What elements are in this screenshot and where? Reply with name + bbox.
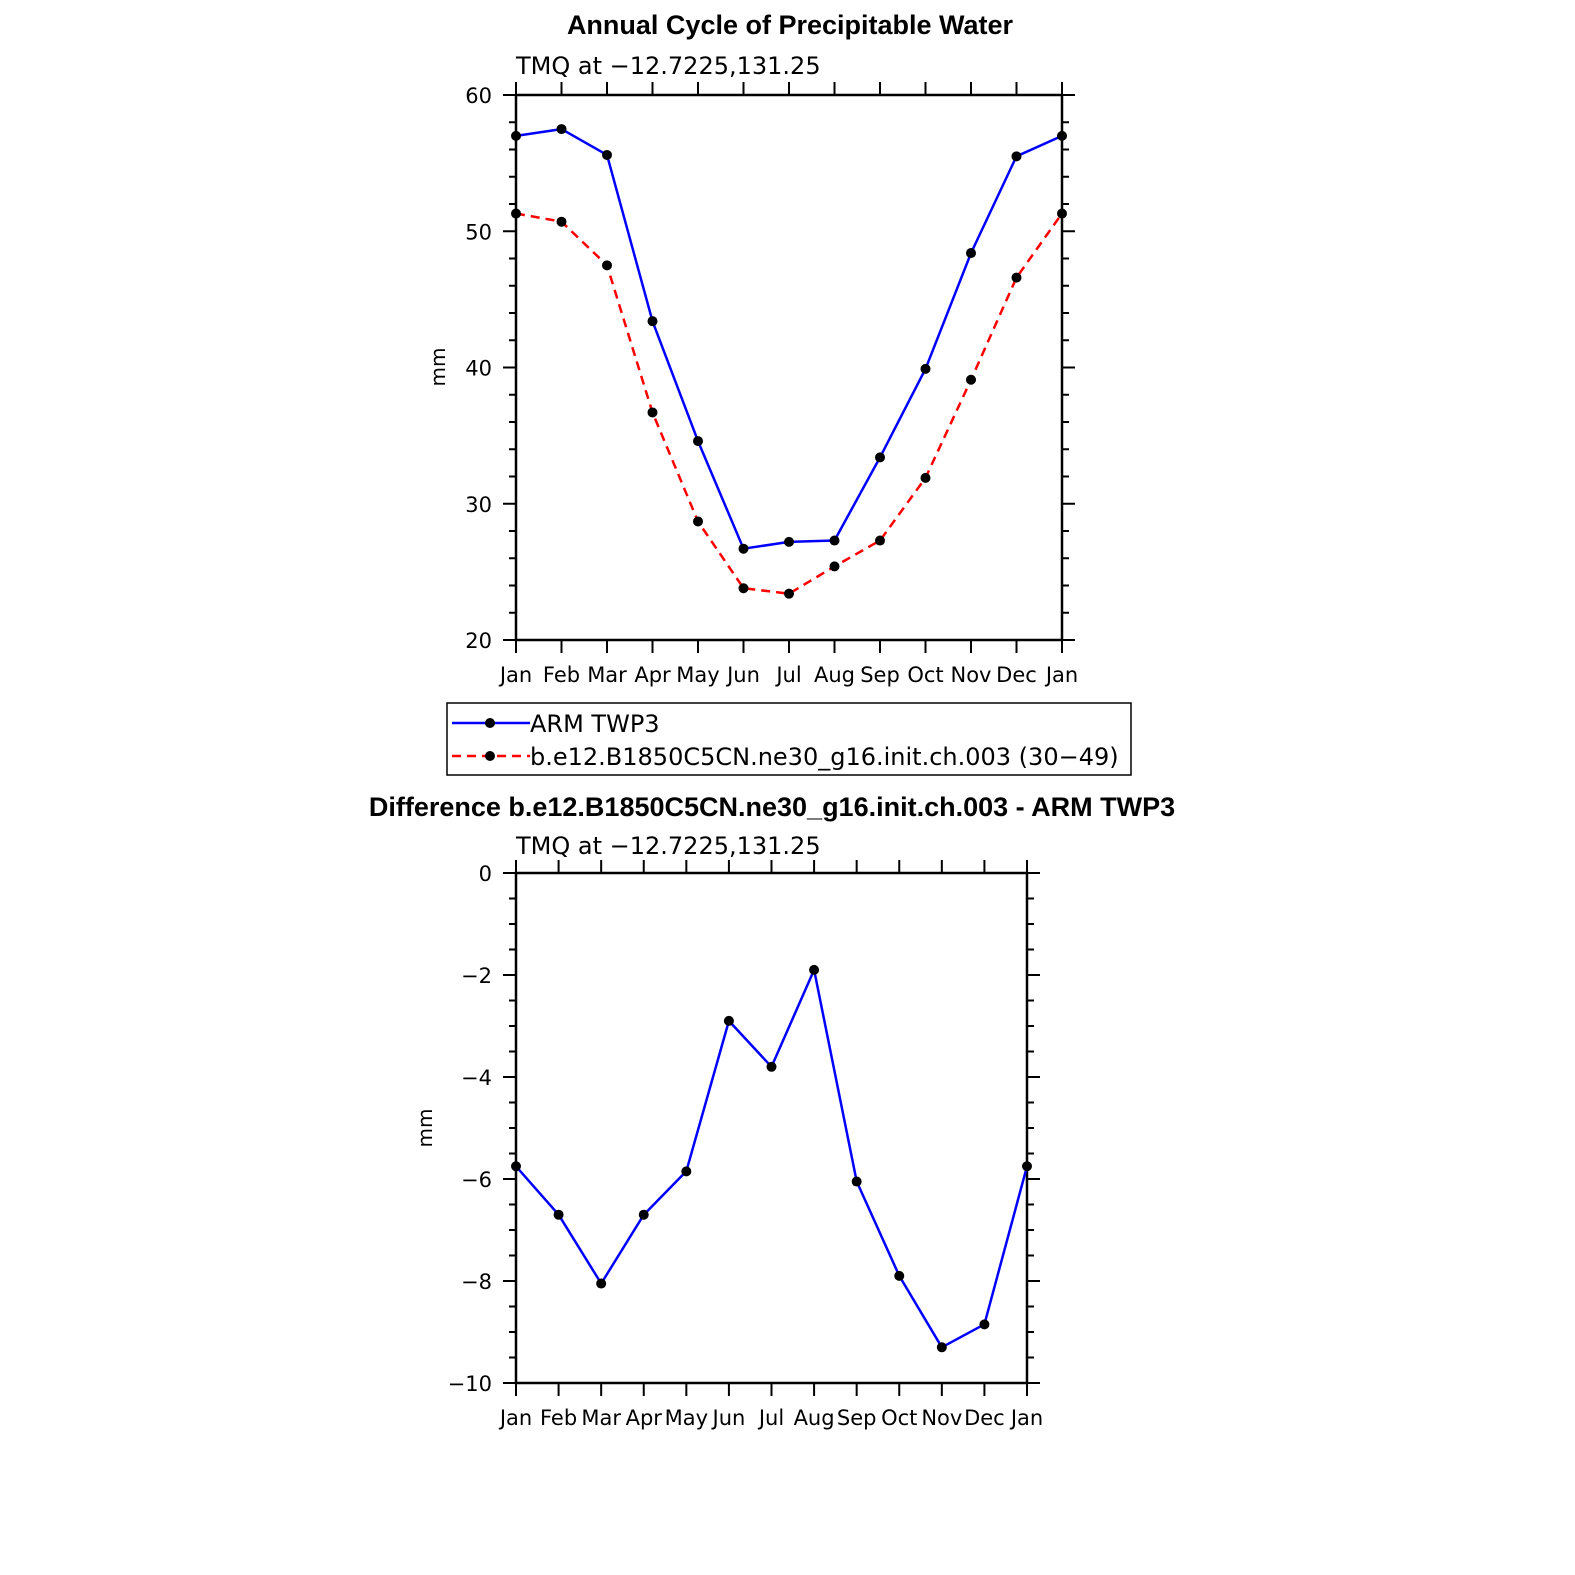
chart1-series-1-point bbox=[920, 363, 931, 374]
chart2-series-1-point bbox=[851, 1176, 862, 1187]
chart1-ytick-label: 60 bbox=[465, 84, 492, 108]
chart2-series-1-point bbox=[936, 1342, 947, 1353]
chart1-xtick-label: Jun bbox=[725, 663, 760, 687]
chart2-series-1-point bbox=[638, 1209, 649, 1220]
chart1-ytick-label: 20 bbox=[465, 629, 492, 653]
chart2-xtick-label: Nov bbox=[921, 1406, 962, 1430]
chart1-series-1-line bbox=[515, 127, 1063, 550]
chart1-xtick-label: Jan bbox=[498, 663, 532, 687]
legend-marker-series-2 bbox=[485, 751, 495, 761]
legend-box bbox=[446, 702, 1132, 776]
chart2-series-1-point bbox=[596, 1278, 607, 1289]
chart1-series-2-point bbox=[647, 407, 658, 418]
chart2-xtick-label: Jul bbox=[757, 1406, 784, 1430]
chart1-series-2-point bbox=[738, 583, 749, 594]
chart2-series-1-point bbox=[894, 1270, 905, 1281]
chart2-xtick-label: Aug bbox=[794, 1406, 835, 1430]
chart2-xtick-label: Jan bbox=[498, 1406, 532, 1430]
chart2-series-1-point bbox=[809, 964, 820, 975]
chart1-ytick-label: 40 bbox=[465, 357, 492, 381]
chart1-series-1-point bbox=[875, 452, 885, 463]
chart2-ylabel: mm bbox=[413, 1109, 437, 1148]
chart2-series-1-point bbox=[553, 1209, 564, 1220]
chart1-series-2-point bbox=[1011, 272, 1022, 283]
chart1-xtick-label: Feb bbox=[543, 663, 580, 687]
chart1-xtick-label: Dec bbox=[996, 663, 1037, 687]
chart1-xtick-label: Jul bbox=[774, 663, 801, 687]
chart1-series-2-point bbox=[920, 472, 931, 483]
chart2-series-1-point bbox=[766, 1061, 777, 1072]
chart2-frame bbox=[514, 871, 1029, 1385]
chart2-ytick-label: 0 bbox=[479, 862, 492, 886]
chart1-xtick-label: Sep bbox=[860, 663, 900, 687]
chart1-series-1-point bbox=[966, 248, 976, 259]
chart1-series-1-point bbox=[738, 543, 749, 554]
chart2-plot-area: −10 −8 −6 −4 −2 0 Jan Feb Mar Apr May Jun Jul Aug Sep O… bbox=[448, 860, 1043, 1430]
chart1-series-2-point bbox=[966, 374, 976, 385]
chart1-xtick-label: Mar bbox=[587, 663, 627, 687]
chart1-series-1-point bbox=[556, 124, 567, 135]
chart1-xtick-label: Apr bbox=[634, 663, 671, 687]
chart2-xtick-label: Apr bbox=[626, 1406, 663, 1430]
chart2-xtick-label: Oct bbox=[881, 1406, 917, 1430]
chart2-ytick-label: −8 bbox=[461, 1270, 492, 1294]
chart1-series-2-point bbox=[602, 260, 612, 271]
chart1-xtick-label: Oct bbox=[907, 663, 943, 687]
chart2-ytick-label: −10 bbox=[448, 1372, 492, 1396]
chart2-ytick-label: −6 bbox=[461, 1168, 492, 1192]
chart2-title: Difference b.e12.B1850C5CN.ne30_g16.init… bbox=[369, 792, 1175, 822]
chart2-series-1-point bbox=[723, 1015, 734, 1026]
chart1-series-2-point bbox=[1057, 208, 1067, 219]
chart2-ytick-label: −2 bbox=[461, 964, 492, 988]
chart2-xtick-label: Feb bbox=[540, 1406, 577, 1430]
chart1-ytick-label: 30 bbox=[465, 493, 492, 517]
chart1-series-1-point bbox=[647, 316, 658, 327]
chart1-series-1-point bbox=[693, 436, 703, 447]
chart1-ylabel: mm bbox=[426, 348, 450, 387]
chart1-series-1-point bbox=[784, 536, 794, 547]
chart2-subtitle: TMQ at −12.7225,131.25 bbox=[515, 832, 821, 860]
chart1-series-2-line bbox=[515, 212, 1064, 595]
legend-label-series-1: ARM TWP3 bbox=[530, 710, 660, 738]
chart2-xtick-label: Mar bbox=[581, 1406, 621, 1430]
chart2-xtick-label: Jan bbox=[1009, 1406, 1043, 1430]
chart1-series-1-point bbox=[1057, 130, 1067, 141]
chart2-series-1-point bbox=[511, 1161, 521, 1172]
chart2-xtick-label: Dec bbox=[964, 1406, 1005, 1430]
chart1-series-1-point bbox=[511, 130, 521, 141]
chart1-series-1-point bbox=[829, 535, 840, 546]
chart1-subtitle: TMQ at −12.7225,131.25 bbox=[515, 52, 821, 80]
chart1-plot-area: 20 30 40 50 60 Jan Feb Mar Apr May Jun Jul Aug Sep Oct… bbox=[465, 82, 1078, 687]
chart1-xtick-label: Nov bbox=[951, 663, 992, 687]
chart1-series-2-point bbox=[875, 535, 885, 546]
chart2-series-1-point bbox=[1022, 1161, 1032, 1172]
chart1-series-2-point bbox=[511, 208, 521, 219]
chart1-series-2-point bbox=[693, 516, 703, 527]
chart2-ytick-label: −4 bbox=[461, 1066, 492, 1090]
chart2-series-1-point bbox=[979, 1319, 990, 1330]
chart1-series-2-point bbox=[556, 216, 567, 227]
legend-marker-series-1 bbox=[485, 718, 495, 728]
chart1-xtick-label: May bbox=[676, 663, 719, 687]
chart1-series-2-point bbox=[829, 561, 840, 572]
chart1-ytick-label: 50 bbox=[465, 220, 492, 244]
chart1-series-1-point bbox=[602, 149, 612, 160]
chart2-series-1-line bbox=[515, 968, 1029, 1349]
chart2-xtick-label: Jun bbox=[711, 1406, 746, 1430]
chart1-xtick-label: Jan bbox=[1044, 663, 1078, 687]
chart2-xtick-label: May bbox=[665, 1406, 708, 1430]
chart1-frame bbox=[514, 93, 1064, 642]
chart1-series-2-point bbox=[784, 588, 794, 599]
chart1-series-1-point bbox=[1011, 151, 1022, 162]
chart1-xtick-label: Aug bbox=[814, 663, 855, 687]
legend-label-series-2: b.e12.B1850C5CN.ne30_g16.init.ch.003 (30… bbox=[530, 743, 1119, 771]
chart1-title: Annual Cycle of Precipitable Water bbox=[567, 10, 1014, 40]
chart2-xtick-label: Sep bbox=[837, 1406, 877, 1430]
chart2-series-1-point bbox=[681, 1166, 692, 1177]
